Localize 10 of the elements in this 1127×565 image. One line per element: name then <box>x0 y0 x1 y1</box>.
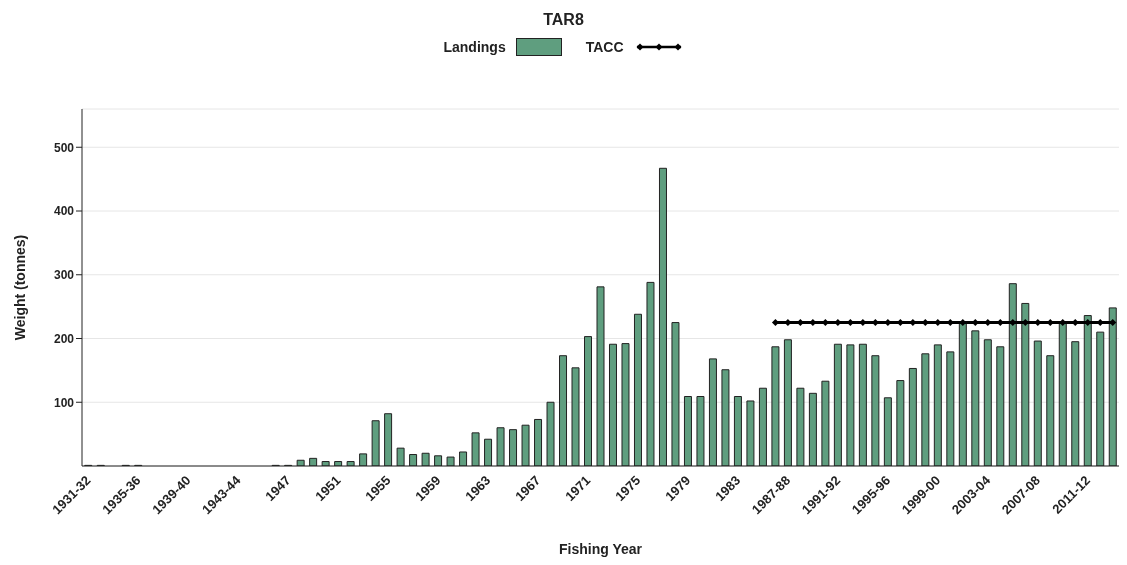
y-tick-label: 500 <box>53 140 75 155</box>
legend-label: Landings <box>443 39 506 55</box>
y-tick-label: 200 <box>53 331 75 346</box>
legend-label: TACC <box>585 39 624 55</box>
y-tick-label: 400 <box>53 204 75 219</box>
chart-title: TAR8 <box>542 10 585 30</box>
x-axis-title: Fishing Year <box>559 541 643 557</box>
y-axis-title: Weight (tonnes) <box>11 234 28 341</box>
y-tick-label: 300 <box>53 268 75 283</box>
y-tick-label: 100 <box>53 395 75 410</box>
